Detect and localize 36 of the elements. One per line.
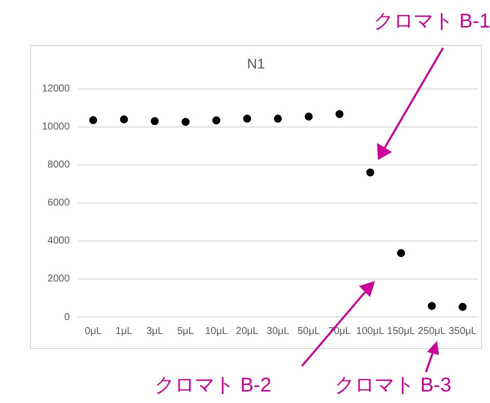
x-tick-label: 20μL (236, 326, 259, 337)
x-tick-label: 10μL (205, 326, 228, 337)
point (397, 249, 406, 258)
point (428, 302, 436, 310)
point (243, 114, 252, 123)
point (150, 117, 159, 126)
x-tick-label: 5μL (177, 326, 194, 337)
x-tick-label: 30μL (266, 326, 290, 337)
x-tick-label: 1μL (116, 326, 133, 337)
point (304, 112, 313, 121)
y-tick-label: 4000 (48, 236, 70, 247)
y-tick-label: 8000 (48, 160, 70, 171)
y-tick-label: 12000 (42, 84, 70, 95)
x-tick-label: 0μL (84, 326, 102, 337)
point (458, 302, 467, 311)
x-tick-label: 3μL (146, 326, 164, 337)
text: クロマト B-2 (154, 374, 272, 397)
y-tick-label: 6000 (48, 198, 70, 209)
x-tick-label: 150μL (387, 326, 416, 337)
text: クロマト B-1 (374, 10, 490, 33)
x-tick-label: 100μL (356, 326, 385, 337)
x-tick-label: 250μL (418, 326, 446, 337)
point (89, 116, 98, 124)
chart-title: N1 (247, 55, 266, 72)
y-tick-label: 2000 (48, 274, 70, 285)
y-tick-label: 10000 (42, 122, 70, 133)
point (182, 118, 190, 126)
point (335, 110, 344, 118)
point (366, 168, 374, 176)
x-tick-label: 50μL (297, 326, 320, 337)
point (212, 116, 220, 124)
y-tick-label: 0 (64, 312, 70, 323)
point (274, 114, 282, 123)
x-tick-label: 350μL (448, 326, 478, 337)
text: クロマト B-3 (334, 374, 452, 397)
point (120, 115, 128, 124)
